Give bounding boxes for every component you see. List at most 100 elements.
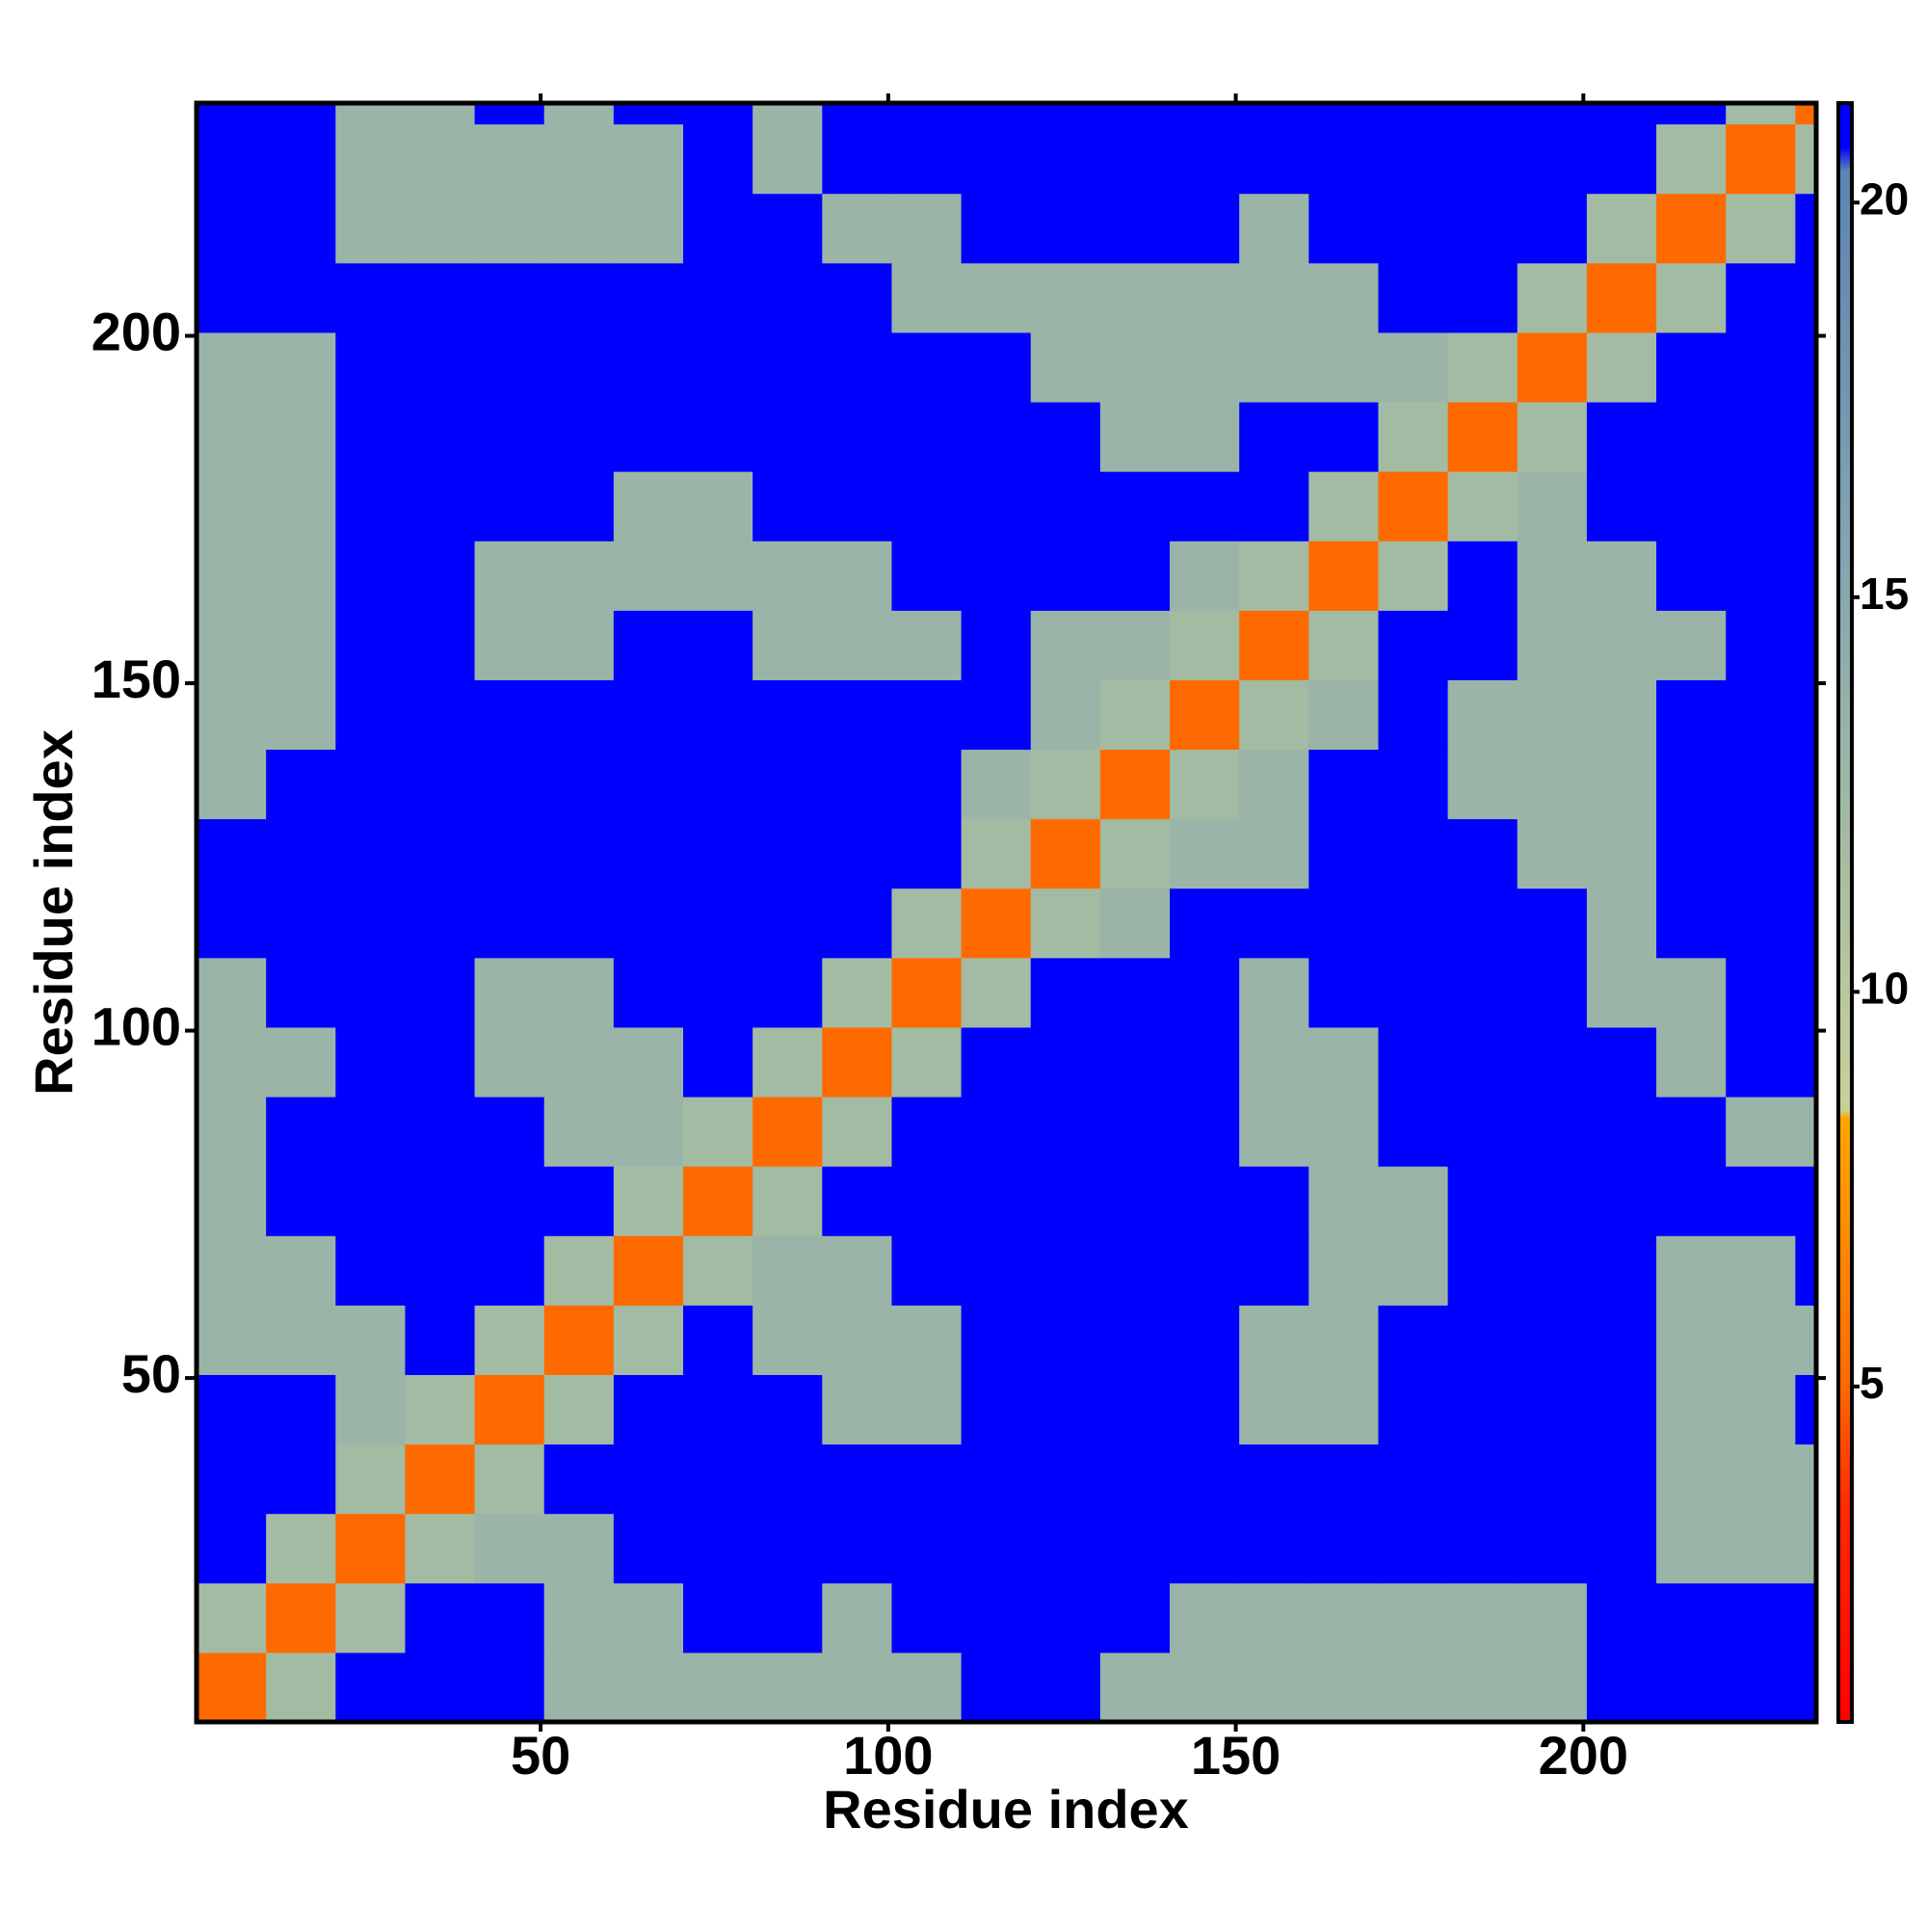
heatmap-cell [1656,1235,1727,1306]
heatmap-cell [197,957,267,1028]
heatmap-cell [683,610,753,680]
heatmap-cell [266,1097,336,1167]
heatmap-cell [405,1582,476,1654]
heatmap-cell [1795,1097,1817,1167]
heatmap-cell [1239,679,1309,751]
heatmap-cell [266,1652,336,1723]
heatmap-cell [1726,262,1796,333]
heatmap-cell [1030,679,1101,751]
heatmap-cell [961,123,1032,195]
heatmap-cell [1030,262,1101,333]
heatmap-cell [1030,957,1101,1028]
heatmap-cell [1170,193,1240,264]
heatmap-cell [1239,103,1309,125]
heatmap-cell [1308,1513,1379,1584]
heatmap-cell [543,471,615,542]
heatmap-cell [335,123,406,195]
heatmap-cell [961,402,1032,472]
heatmap-cell [1656,193,1727,264]
heatmap-cell [266,103,336,125]
heatmap-cell [266,610,336,680]
heatmap-cell [613,1443,684,1515]
heatmap-cell [335,541,406,611]
heatmap-cell [1170,402,1240,472]
heatmap-cell [1726,402,1796,472]
heatmap-cell [1726,123,1796,195]
heatmap-cell [266,262,336,333]
heatmap-cell [613,610,684,680]
heatmap-cell [1795,1652,1817,1723]
heatmap-cell [1239,610,1309,680]
heatmap-cell [1378,818,1449,889]
heatmap-cell [961,193,1032,264]
heatmap-cell [683,679,753,751]
heatmap-cell [961,471,1032,542]
heatmap-cell [1795,887,1817,959]
heatmap-cell [405,1166,476,1236]
heatmap-cell [1378,402,1449,472]
heatmap-cell [543,1166,615,1236]
heatmap-cell [1099,1026,1171,1098]
heatmap-cell [1517,262,1588,333]
heatmap-cell [405,610,476,680]
heatmap-cell [683,1305,753,1375]
heatmap-cell [543,1582,615,1654]
heatmap-cell [1170,262,1240,333]
heatmap-cell [613,957,684,1028]
heatmap-cell [1239,1166,1309,1236]
heatmap-cell [822,103,892,125]
heatmap-cell [1726,1166,1796,1236]
heatmap-cell [1378,123,1449,195]
heatmap-cell [1099,610,1171,680]
heatmap-cell [752,1166,823,1236]
heatmap-cell [1586,1582,1657,1654]
heatmap-cell [543,193,615,264]
heatmap-cell [1586,262,1657,333]
heatmap-cell [405,1374,476,1445]
heatmap-cell [752,957,823,1028]
heatmap-cell [1447,1582,1518,1654]
heatmap-cell [543,749,615,820]
heatmap-cell [1517,541,1588,611]
heatmap-cell [1308,1166,1379,1236]
heatmap-cell [1239,1443,1309,1515]
heatmap-cell [1308,1305,1379,1375]
heatmap-cell [335,1097,406,1167]
heatmap-cell [335,331,406,403]
heatmap-cell [683,1026,753,1098]
heatmap-cell [474,541,545,611]
heatmap-cell [1378,610,1449,680]
heatmap-cell [1447,1513,1518,1584]
heatmap-cell [752,818,823,889]
heatmap-cell [1586,749,1657,820]
heatmap-cell [613,749,684,820]
heatmap-cell [1795,957,1817,1028]
heatmap-cell [474,471,545,542]
heatmap-cell [1239,818,1309,889]
heatmap-cell [961,103,1032,125]
heatmap-cell [1586,541,1657,611]
heatmap-cell [266,1513,336,1584]
heatmap-cell [1239,402,1309,472]
heatmap-cell [1656,103,1727,125]
heatmap-cell [1308,1097,1379,1167]
heatmap-cell [1099,749,1171,820]
heatmap-cell [1099,818,1171,889]
heatmap-cell [891,1097,963,1167]
heatmap-cell [1378,1374,1449,1445]
heatmap-cell [1586,957,1657,1028]
heatmap-cell [1099,1097,1171,1167]
heatmap-cell [1308,1026,1379,1098]
heatmap-cell [752,610,823,680]
heatmap-cell [405,887,476,959]
heatmap-cell [1726,749,1796,820]
heatmap-cell [891,541,963,611]
heatmap-cell [891,103,963,125]
heatmap-cell [1447,1443,1518,1515]
heatmap-cell [1378,887,1449,959]
heatmap-cell [822,1026,892,1098]
heatmap-cell [474,1513,545,1584]
heatmap-cell [752,1305,823,1375]
heatmap-cell [405,1443,476,1515]
heatmap-cell [1726,1097,1796,1167]
